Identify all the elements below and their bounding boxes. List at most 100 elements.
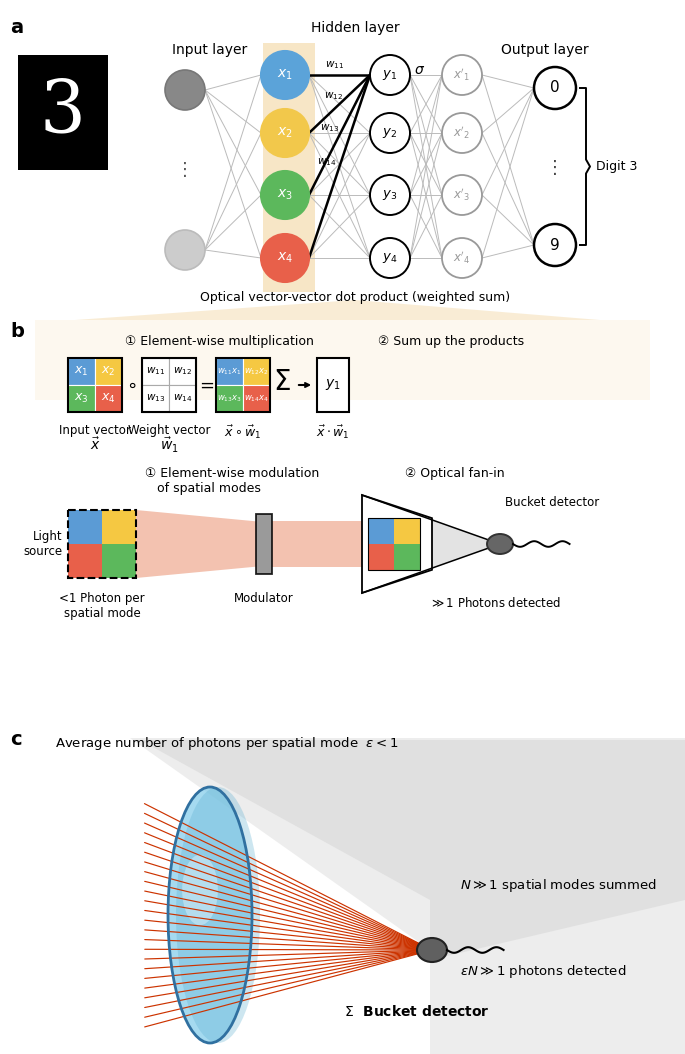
Bar — [317, 358, 349, 412]
Polygon shape — [75, 300, 600, 320]
Text: $w_{14}$: $w_{14}$ — [317, 156, 336, 168]
Text: $y_1$: $y_1$ — [325, 377, 341, 392]
Text: $x_3$: $x_3$ — [277, 188, 293, 202]
Text: $\vec{x} \circ \vec{w}_1$: $\vec{x} \circ \vec{w}_1$ — [224, 424, 262, 442]
Bar — [368, 518, 394, 544]
Circle shape — [442, 175, 482, 215]
Polygon shape — [263, 43, 315, 292]
Bar — [102, 544, 136, 578]
Circle shape — [261, 171, 309, 219]
Text: $=$: $=$ — [196, 376, 214, 394]
Circle shape — [370, 238, 410, 278]
Text: $w_{12}$: $w_{12}$ — [323, 90, 342, 102]
Bar — [256, 514, 272, 574]
Text: Modulator: Modulator — [234, 592, 294, 605]
Polygon shape — [136, 510, 256, 578]
Text: ⋮: ⋮ — [176, 161, 194, 179]
Text: $y_2$: $y_2$ — [382, 126, 397, 140]
Text: 3: 3 — [40, 77, 86, 148]
Bar — [68, 385, 95, 412]
Circle shape — [442, 238, 482, 278]
Circle shape — [261, 109, 309, 157]
Ellipse shape — [417, 938, 447, 962]
Text: $\vec{w}_1$: $\vec{w}_1$ — [160, 436, 178, 455]
Ellipse shape — [182, 855, 218, 925]
Text: $x_1$: $x_1$ — [277, 67, 293, 82]
Bar — [243, 358, 270, 385]
Text: b: b — [10, 323, 24, 341]
Text: Input layer: Input layer — [173, 43, 247, 57]
Bar — [68, 510, 102, 544]
Circle shape — [370, 113, 410, 153]
Circle shape — [261, 234, 309, 282]
Text: $w_{12}$: $w_{12}$ — [173, 366, 192, 377]
Text: Optical vector-vector dot product (weighted sum): Optical vector-vector dot product (weigh… — [200, 292, 510, 305]
Text: Light
source: Light source — [24, 530, 63, 558]
Text: Hidden layer: Hidden layer — [311, 21, 399, 35]
Text: $x'_4$: $x'_4$ — [453, 250, 471, 267]
Bar — [243, 385, 270, 412]
Text: Average number of photons per spatial mode  $\epsilon < 1$: Average number of photons per spatial mo… — [55, 736, 398, 753]
Text: $w_{11}$: $w_{11}$ — [146, 366, 165, 377]
Text: $\vec{x}$: $\vec{x}$ — [90, 436, 100, 452]
Bar — [216, 358, 270, 412]
Text: ② Sum up the products: ② Sum up the products — [378, 335, 524, 349]
Circle shape — [370, 175, 410, 215]
Text: $\epsilon N \gg 1$ photons detected: $\epsilon N \gg 1$ photons detected — [460, 963, 626, 980]
Text: $\gg$1 Photons detected: $\gg$1 Photons detected — [429, 596, 561, 610]
Text: $y_1$: $y_1$ — [382, 69, 397, 82]
Text: $y_4$: $y_4$ — [382, 251, 398, 265]
Bar — [368, 544, 394, 570]
Text: $x'_2$: $x'_2$ — [453, 124, 471, 141]
Text: $x_3$: $x_3$ — [74, 392, 89, 405]
Text: $x'_3$: $x'_3$ — [453, 187, 471, 203]
Polygon shape — [362, 495, 432, 593]
Ellipse shape — [487, 534, 513, 554]
Text: ① Element-wise multiplication: ① Element-wise multiplication — [125, 335, 314, 349]
Bar — [68, 544, 102, 578]
Text: $\sigma$: $\sigma$ — [414, 63, 425, 77]
Text: $\Sigma$: $\Sigma$ — [273, 368, 291, 396]
Text: $x_2$: $x_2$ — [277, 125, 293, 140]
Text: $N \gg 1$ spatial modes summed: $N \gg 1$ spatial modes summed — [460, 877, 657, 894]
Bar — [216, 358, 243, 385]
Bar — [169, 385, 196, 412]
Circle shape — [534, 67, 576, 109]
Circle shape — [534, 225, 576, 266]
Bar — [68, 358, 122, 412]
Text: $x_4$: $x_4$ — [101, 392, 116, 405]
Bar — [68, 358, 95, 385]
Text: $w_{14}x_4$: $w_{14}x_4$ — [244, 393, 269, 404]
Circle shape — [442, 113, 482, 153]
Polygon shape — [130, 738, 685, 1054]
Text: Input vector: Input vector — [59, 424, 131, 437]
Circle shape — [165, 230, 205, 270]
Text: Digit 3: Digit 3 — [596, 160, 637, 173]
Text: Bucket detector: Bucket detector — [505, 495, 599, 508]
Circle shape — [165, 70, 205, 110]
Text: $\circ$: $\circ$ — [126, 376, 136, 394]
Polygon shape — [362, 495, 500, 593]
Text: a: a — [10, 18, 23, 37]
Polygon shape — [35, 320, 650, 401]
Text: ⋮: ⋮ — [546, 159, 564, 177]
Text: Output layer: Output layer — [501, 43, 589, 57]
Text: $y_3$: $y_3$ — [382, 188, 398, 202]
Text: $w_{13}$: $w_{13}$ — [146, 392, 165, 405]
Text: $x_4$: $x_4$ — [277, 251, 293, 266]
Text: $x_1$: $x_1$ — [74, 365, 89, 378]
Ellipse shape — [176, 787, 260, 1043]
Bar — [68, 510, 136, 578]
Text: ① Element-wise modulation
   of spatial modes: ① Element-wise modulation of spatial mod… — [145, 467, 319, 495]
Circle shape — [370, 55, 410, 95]
Circle shape — [261, 51, 309, 99]
Bar — [142, 358, 169, 385]
Bar — [102, 510, 136, 544]
Bar — [394, 518, 420, 544]
Text: $\Sigma$  Bucket detector: $\Sigma$ Bucket detector — [344, 1004, 490, 1019]
Bar — [95, 358, 122, 385]
Text: 0: 0 — [550, 80, 560, 96]
Text: $w_{13}$: $w_{13}$ — [321, 122, 340, 134]
Circle shape — [442, 55, 482, 95]
Text: <1 Photon per
spatial mode: <1 Photon per spatial mode — [59, 592, 145, 620]
